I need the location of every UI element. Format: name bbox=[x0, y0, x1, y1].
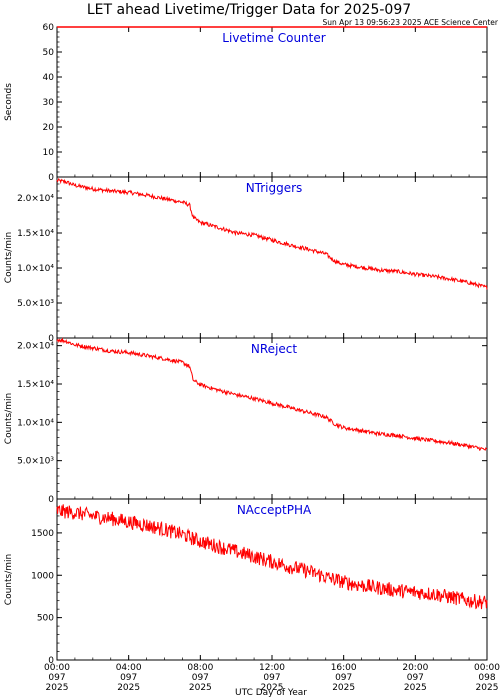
y-tick-label: 0 bbox=[48, 173, 54, 183]
x-tick-label: 097 bbox=[335, 673, 352, 683]
panel-2: 0 5.0×10³ 1.0×10⁴ 1.5×10⁴ 2.0×10⁴ Counts/min N… bbox=[4, 337, 488, 505]
y-tick-label: 1.5×10⁴ bbox=[17, 380, 54, 390]
chart-subtitle: Sun Apr 13 09:56:23 2025 ACE Science Cen… bbox=[322, 18, 498, 27]
x-tick-label: 097 bbox=[407, 673, 424, 683]
y-tick-label: 1000 bbox=[31, 571, 54, 581]
x-tick-label: 097 bbox=[192, 673, 209, 683]
series-line-0 bbox=[56, 504, 488, 610]
x-tick-label: 2025 bbox=[476, 683, 499, 693]
x-tick-label: 00:00 bbox=[474, 663, 500, 673]
x-tick-label: 16:00 bbox=[331, 663, 357, 673]
x-tick-label: 00:00 bbox=[44, 663, 70, 673]
panel-0: 0 10 20 30 40 50 60 Seconds Livetime Counter bbox=[4, 23, 488, 183]
y-tick-label: 500 bbox=[37, 614, 54, 624]
chart-title: LET ahead Livetime/Trigger Data for 2025… bbox=[87, 2, 411, 18]
x-tick-label: 2025 bbox=[332, 683, 355, 693]
y-tick-label: 0 bbox=[48, 334, 54, 344]
panel-frame bbox=[56, 176, 488, 339]
y-axis-label: Counts/min bbox=[4, 393, 14, 444]
y-tick-label: 1.0×10⁴ bbox=[17, 418, 54, 428]
panel-title: NTriggers bbox=[246, 181, 303, 195]
panel-title: NAcceptPHA bbox=[237, 503, 312, 517]
x-tick-label: 097 bbox=[263, 673, 280, 683]
y-axis-label: Counts/min bbox=[4, 554, 14, 605]
y-tick-label: 1.0×10⁴ bbox=[17, 264, 54, 274]
x-tick-label: 04:00 bbox=[116, 663, 142, 673]
chart-panels: 0 10 20 30 40 50 60 Seconds Livetime Counter 0 5.0… bbox=[4, 23, 488, 666]
y-tick-label: 0 bbox=[48, 656, 54, 666]
y-tick-label: 30 bbox=[43, 98, 55, 108]
panel-title: NReject bbox=[251, 342, 297, 356]
y-tick-label: 10 bbox=[43, 148, 55, 158]
y-tick-label: 5.0×10³ bbox=[17, 299, 54, 309]
y-tick-label: 20 bbox=[43, 123, 55, 133]
y-tick-label: 40 bbox=[43, 73, 55, 83]
y-tick-label: 5.0×10³ bbox=[17, 457, 54, 467]
x-tick-label: 097 bbox=[120, 673, 137, 683]
panel-frame bbox=[56, 26, 488, 178]
x-tick-label: 098 bbox=[478, 673, 495, 683]
y-tick-label: 60 bbox=[43, 23, 55, 33]
y-axis-label: Seconds bbox=[4, 83, 14, 121]
x-tick-label: 2025 bbox=[46, 683, 69, 693]
y-axis-label: Counts/min bbox=[4, 232, 14, 283]
y-tick-label: 2.0×10⁴ bbox=[17, 342, 54, 352]
x-tick-label: 2025 bbox=[404, 683, 427, 693]
panel-3: 0 500 1000 1500 Counts/min NAcceptPHA bbox=[4, 498, 488, 666]
x-axis-label: UTC Day of Year bbox=[235, 688, 307, 698]
panel-frame bbox=[56, 337, 488, 500]
x-tick-label: 12:00 bbox=[259, 663, 285, 673]
y-tick-label: 50 bbox=[43, 48, 55, 58]
y-tick-label: 0 bbox=[48, 495, 54, 505]
x-tick-label: 2025 bbox=[189, 683, 212, 693]
x-tick-label: 2025 bbox=[261, 683, 284, 693]
panel-1: 0 5.0×10³ 1.0×10⁴ 1.5×10⁴ 2.0×10⁴ Counts/min N… bbox=[4, 176, 488, 344]
x-tick-label: 08:00 bbox=[187, 663, 213, 673]
panel-frame bbox=[56, 498, 488, 661]
y-tick-label: 2.0×10⁴ bbox=[17, 194, 54, 204]
y-tick-label: 1500 bbox=[31, 529, 54, 539]
x-tick-label: 20:00 bbox=[402, 663, 428, 673]
series-line-0 bbox=[56, 177, 488, 290]
panel-title: Livetime Counter bbox=[222, 31, 325, 45]
series-line-0 bbox=[56, 337, 488, 451]
x-tick-label: 097 bbox=[48, 673, 65, 683]
x-tick-label: 2025 bbox=[117, 683, 140, 693]
x-axis: 00:00097202504:00097202508:00097202512:0… bbox=[44, 663, 500, 693]
y-tick-label: 1.5×10⁴ bbox=[17, 229, 54, 239]
